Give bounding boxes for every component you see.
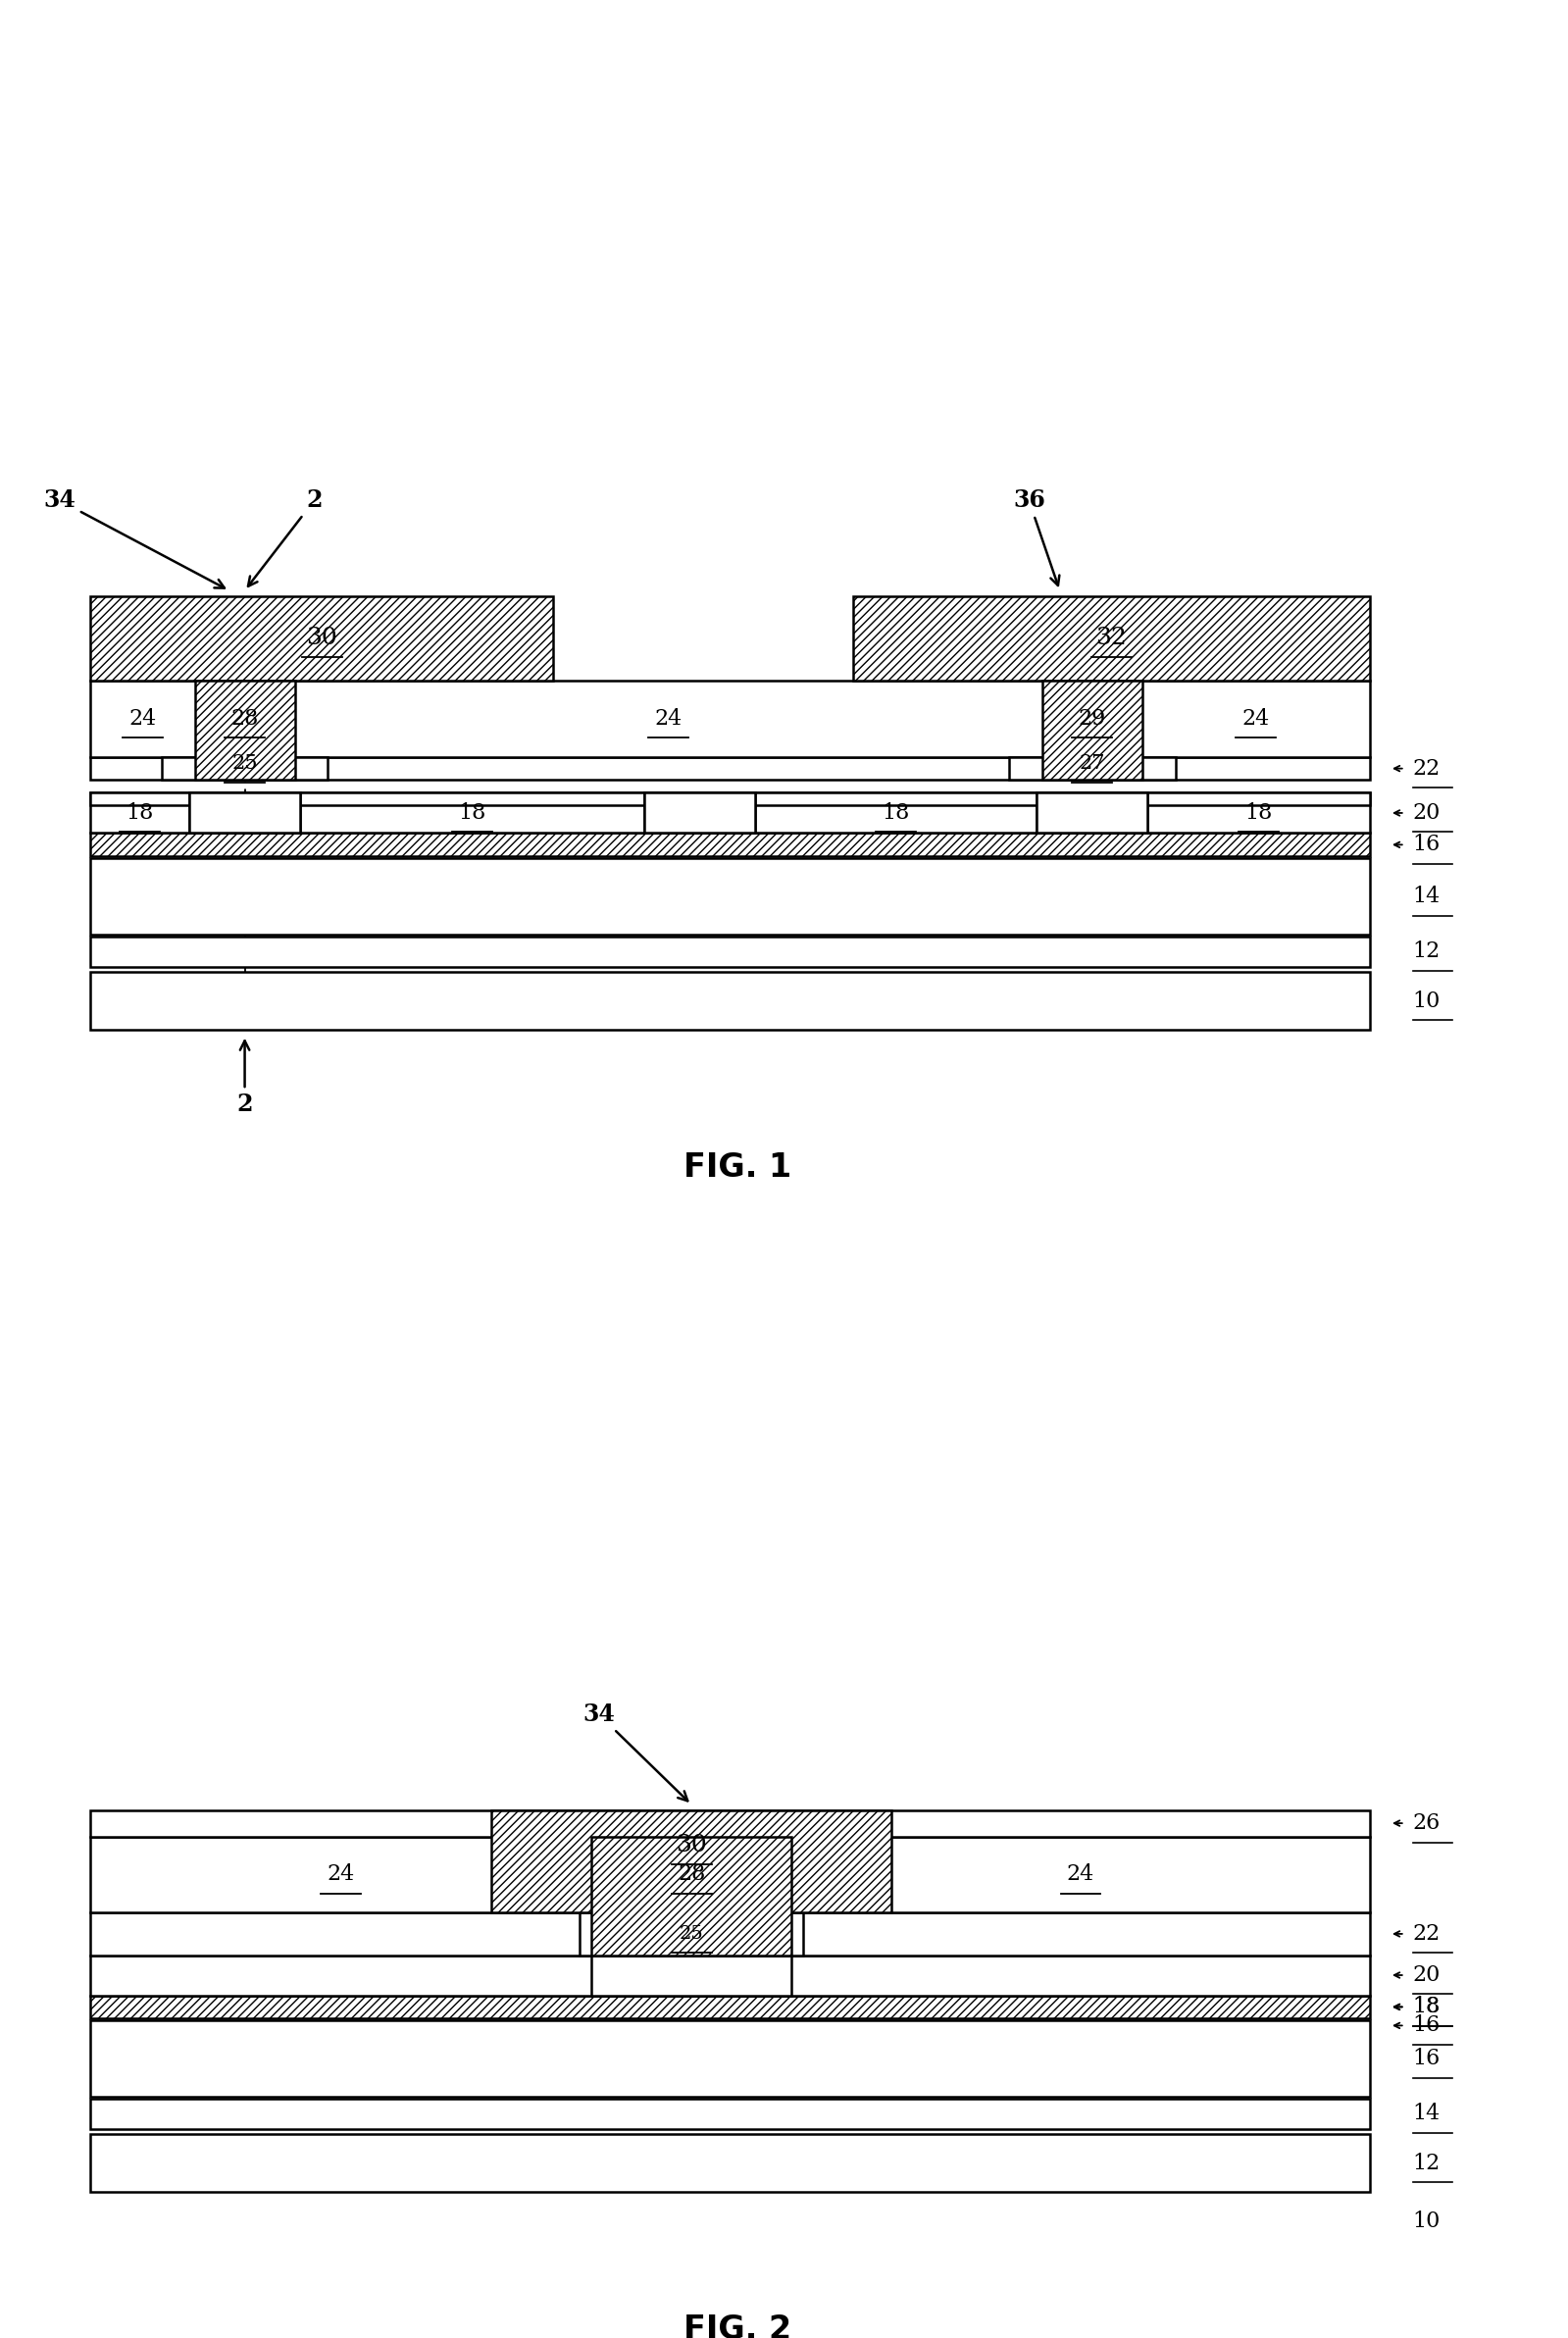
Bar [1008,758,1176,781]
Text: 18: 18 [1413,1997,1441,2018]
Bar [91,1835,1369,1912]
Bar [644,793,754,832]
Text: 18: 18 [1413,1997,1441,2018]
Text: 2: 2 [237,1040,252,1115]
Bar [91,2135,1369,2193]
Text: 28: 28 [677,1863,706,1884]
Bar [91,1955,1369,1994]
Text: 24: 24 [1242,708,1270,729]
Text: 18: 18 [458,802,486,823]
Text: 14: 14 [1413,2104,1441,2125]
Text: 34: 34 [44,489,224,589]
Text: 32: 32 [1096,627,1127,650]
Text: 10: 10 [1413,2209,1441,2233]
Bar [91,1994,1369,2018]
Bar [1036,793,1148,832]
Bar [591,1955,792,1994]
Text: FIG. 2: FIG. 2 [684,2315,792,2338]
Bar [580,1912,803,1955]
Text: 22: 22 [1413,758,1441,779]
Bar [91,1810,1369,1835]
Text: 27: 27 [1079,753,1105,772]
Text: 25: 25 [679,1924,704,1943]
Text: FIG. 1: FIG. 1 [684,1153,792,1183]
Text: 12: 12 [1413,2153,1441,2174]
Text: 20: 20 [1413,802,1441,823]
Bar [190,793,299,832]
Text: 16: 16 [1413,835,1441,856]
Bar [91,832,1369,856]
Bar [644,793,754,832]
Text: 24: 24 [654,708,682,729]
Text: 24: 24 [129,708,157,729]
Text: 26: 26 [1413,1812,1441,1833]
Text: 30: 30 [306,627,337,650]
Bar [853,596,1369,680]
Text: 18: 18 [881,802,909,823]
Text: 30: 30 [676,1835,707,1856]
Text: 36: 36 [1013,489,1060,584]
Text: 22: 22 [1413,1924,1441,1945]
Text: 24: 24 [328,1863,354,1884]
Text: 12: 12 [1413,940,1441,963]
Text: 2: 2 [248,489,321,587]
Bar [491,1810,892,1912]
Bar [91,2020,1369,2097]
Text: 14: 14 [1413,886,1441,907]
Bar [91,596,554,680]
Bar [91,858,1369,935]
Bar [91,973,1369,1031]
Bar [162,758,328,781]
Text: 29: 29 [1079,708,1105,729]
Text: 25: 25 [232,753,257,772]
Bar [1043,680,1142,781]
Bar [591,1835,792,1955]
Text: 16: 16 [1413,2048,1441,2069]
Bar [91,1912,1369,1955]
Bar [91,938,1369,966]
Bar [91,758,1369,781]
Text: 34: 34 [583,1702,688,1800]
Text: 10: 10 [1413,989,1441,1012]
Bar [91,793,1369,807]
Bar [1036,793,1148,832]
Text: 20: 20 [1413,1964,1441,1985]
Bar [190,793,299,832]
Bar [194,680,295,781]
Text: 24: 24 [1066,1863,1094,1884]
Bar [91,680,1369,758]
Text: 28: 28 [230,708,259,729]
Text: 16: 16 [1413,2015,1441,2036]
Bar [91,2100,1369,2128]
Text: 18: 18 [125,802,154,823]
Text: 18: 18 [1245,802,1273,823]
Bar [91,793,1369,832]
